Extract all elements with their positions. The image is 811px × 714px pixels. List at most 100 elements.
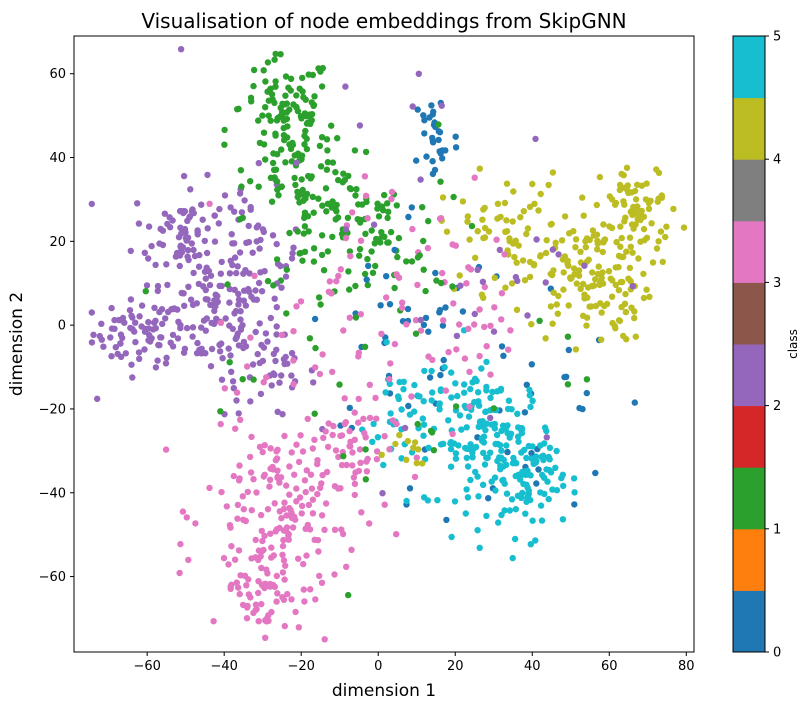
data-point bbox=[231, 286, 238, 293]
data-point bbox=[218, 340, 225, 347]
data-point bbox=[226, 359, 233, 366]
data-point bbox=[156, 240, 163, 247]
data-point bbox=[317, 163, 325, 170]
data-point bbox=[559, 256, 567, 263]
data-point bbox=[582, 238, 589, 245]
data-point bbox=[439, 322, 447, 329]
data-point bbox=[472, 468, 479, 476]
data-point bbox=[300, 230, 307, 237]
data-point bbox=[631, 399, 638, 406]
data-point bbox=[443, 228, 451, 235]
data-point bbox=[272, 132, 279, 139]
data-point bbox=[316, 572, 323, 580]
data-point bbox=[318, 251, 326, 259]
data-point bbox=[478, 365, 485, 372]
data-point bbox=[412, 317, 420, 324]
data-point bbox=[235, 296, 243, 303]
data-point bbox=[452, 403, 460, 410]
data-point bbox=[409, 225, 416, 233]
data-point bbox=[245, 222, 252, 230]
data-point bbox=[535, 466, 542, 473]
data-point bbox=[273, 526, 280, 533]
data-point bbox=[299, 448, 307, 455]
data-point bbox=[658, 192, 665, 199]
data-point bbox=[425, 217, 432, 225]
data-point bbox=[448, 394, 455, 401]
data-point bbox=[301, 214, 308, 222]
data-point bbox=[235, 301, 242, 308]
data-point bbox=[152, 364, 160, 371]
data-point bbox=[481, 204, 488, 212]
data-point bbox=[362, 446, 369, 453]
data-point bbox=[337, 432, 344, 440]
data-point bbox=[408, 204, 415, 211]
data-point bbox=[254, 350, 261, 358]
data-point bbox=[345, 172, 352, 180]
data-point bbox=[310, 258, 318, 265]
data-point bbox=[346, 314, 353, 321]
data-point bbox=[546, 444, 554, 451]
data-point bbox=[176, 262, 183, 270]
data-point bbox=[381, 233, 388, 240]
data-point bbox=[385, 208, 392, 215]
data-point bbox=[524, 312, 531, 319]
data-point bbox=[255, 279, 263, 287]
data-point bbox=[439, 269, 446, 277]
data-point bbox=[429, 389, 436, 396]
data-point bbox=[268, 544, 275, 551]
data-point bbox=[468, 222, 476, 230]
data-point bbox=[260, 344, 268, 351]
data-point bbox=[521, 277, 529, 284]
data-point bbox=[237, 326, 245, 333]
data-point bbox=[422, 287, 429, 295]
data-point bbox=[379, 207, 387, 214]
data-point bbox=[280, 557, 288, 564]
data-point bbox=[498, 511, 505, 519]
data-point bbox=[420, 237, 427, 245]
data-point bbox=[318, 579, 326, 586]
y-tick-label: 0 bbox=[58, 319, 66, 334]
data-point bbox=[268, 198, 276, 205]
data-point bbox=[505, 397, 513, 404]
data-point bbox=[236, 190, 244, 197]
data-point bbox=[231, 254, 239, 261]
data-point bbox=[309, 193, 316, 201]
data-point bbox=[248, 293, 255, 300]
data-point bbox=[187, 296, 195, 303]
data-point bbox=[560, 286, 567, 293]
data-point bbox=[464, 213, 471, 220]
data-point bbox=[528, 450, 535, 457]
data-point bbox=[505, 346, 512, 353]
data-point bbox=[364, 215, 371, 222]
data-point bbox=[441, 364, 448, 371]
data-point bbox=[282, 353, 289, 361]
data-point bbox=[301, 141, 308, 148]
data-point bbox=[521, 409, 529, 416]
data-point bbox=[388, 188, 396, 196]
data-point bbox=[429, 139, 437, 146]
data-point bbox=[267, 117, 274, 124]
data-point bbox=[274, 186, 281, 193]
data-point bbox=[278, 515, 285, 522]
data-point bbox=[372, 394, 379, 402]
data-point bbox=[196, 251, 203, 259]
data-point bbox=[311, 93, 318, 100]
data-point bbox=[378, 451, 385, 458]
data-point bbox=[393, 271, 400, 278]
data-point bbox=[272, 50, 279, 58]
data-point bbox=[256, 245, 263, 252]
data-point bbox=[201, 237, 208, 245]
data-point bbox=[288, 514, 296, 522]
data-point bbox=[229, 378, 237, 385]
data-point bbox=[231, 208, 238, 215]
data-point bbox=[655, 238, 662, 245]
data-point bbox=[281, 576, 288, 583]
data-point bbox=[316, 370, 324, 378]
data-point bbox=[428, 397, 435, 404]
data-point bbox=[362, 148, 370, 156]
data-point bbox=[404, 305, 412, 313]
data-point bbox=[309, 496, 317, 503]
data-point bbox=[162, 360, 170, 367]
data-point bbox=[428, 367, 435, 375]
data-point bbox=[459, 308, 467, 315]
